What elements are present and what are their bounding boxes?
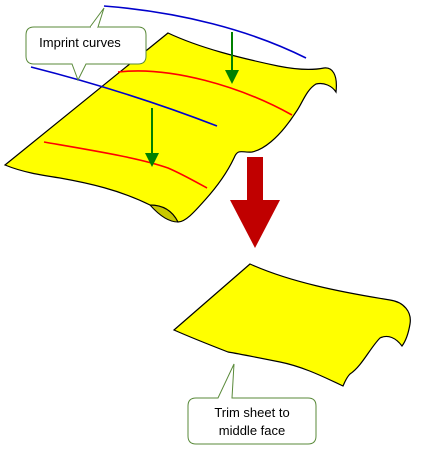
imprint-curve-upper [103, 5, 307, 59]
down-arrow-icon [225, 32, 239, 84]
trimmed-sheet-face [172, 263, 411, 387]
callout-imprint-pointer [89, 7, 105, 28]
big-down-arrow-icon [230, 157, 280, 248]
source-sheet [3, 32, 337, 223]
imprint-curve-lower [30, 66, 218, 127]
down-arrow-icon [145, 108, 159, 167]
imprinted-edge-upper [117, 70, 293, 116]
callout-imprint-bubble [25, 26, 147, 82]
source-sheet-face [3, 32, 337, 223]
callout-trim-bubble [187, 363, 317, 445]
imprinted-edge-lower [43, 141, 208, 189]
